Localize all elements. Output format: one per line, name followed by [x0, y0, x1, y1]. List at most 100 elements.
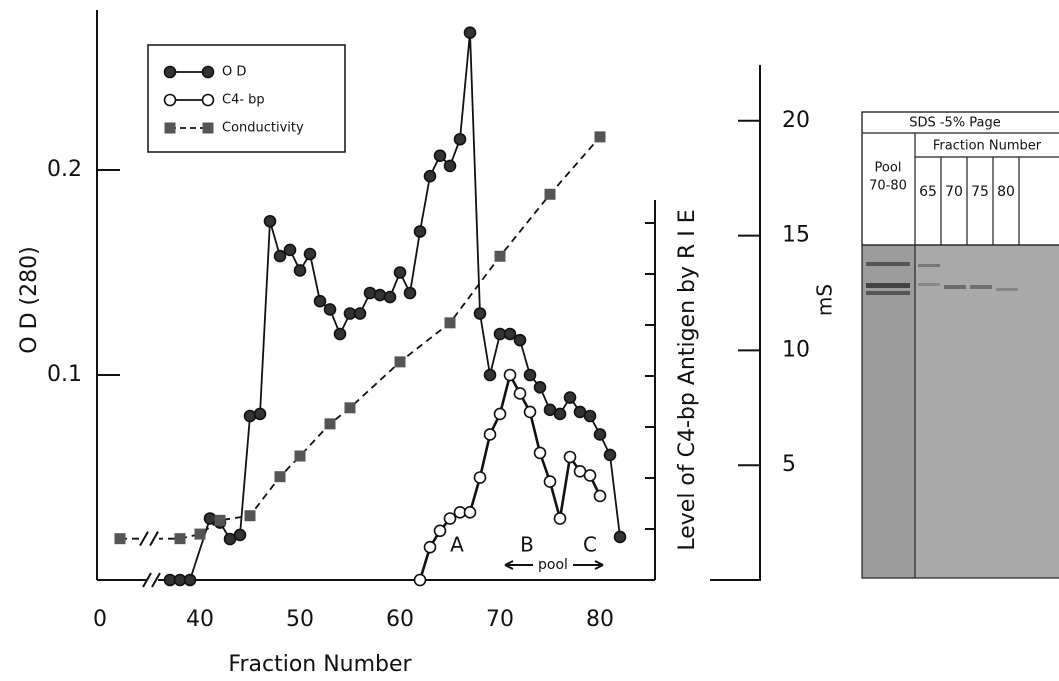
data-point: [273, 249, 287, 263]
data-point: [513, 333, 527, 347]
y2-axis-label: mS: [813, 284, 837, 316]
series-line: [120, 136, 601, 540]
y2-tick-label: 20: [782, 108, 810, 133]
data-point: [563, 391, 577, 404]
data-point: [394, 356, 406, 368]
x-tick-label: 80: [586, 607, 614, 632]
legend-label: C4- bp: [222, 93, 265, 108]
gel-frame: [861, 111, 1059, 579]
data-point: [433, 524, 447, 538]
c4-axis-label: Level of C4-bp Antigen by R I E: [675, 209, 700, 550]
data-point: [593, 428, 607, 441]
y2-tick-label: 5: [782, 452, 796, 477]
x-tick-label: 60: [386, 607, 414, 632]
series-line: [170, 32, 621, 581]
data-point: [443, 512, 457, 525]
gel-band: [866, 262, 910, 266]
data-point: [543, 475, 557, 488]
x-tick-label: 40: [186, 607, 214, 632]
x-axis-label: Fraction Number: [228, 652, 412, 677]
legend-marker: [163, 93, 177, 107]
data-point: [423, 169, 437, 183]
gel-band: [866, 283, 910, 288]
data-point: [413, 225, 427, 238]
lane-label: 80: [997, 184, 1015, 200]
gel-band: [970, 285, 992, 289]
data-point: [423, 540, 437, 554]
data-point: [443, 159, 457, 173]
data-point: [174, 533, 186, 545]
data-point: [263, 214, 277, 228]
data-point: [324, 418, 336, 430]
legend-marker: [202, 122, 214, 134]
lane-label: 75: [971, 184, 989, 200]
data-point: [363, 286, 377, 300]
gel-title: SDS -5% Page: [909, 116, 1001, 131]
data-point: [583, 409, 597, 423]
data-point: [473, 307, 487, 320]
line-break: [139, 531, 159, 547]
data-point: [513, 387, 527, 400]
legend-marker: [164, 122, 176, 134]
data-point: [473, 471, 487, 484]
data-point: [523, 368, 537, 382]
x-tick-label: 0: [93, 607, 107, 632]
y-tick-label: 0.1: [47, 362, 82, 387]
series-line: [418, 371, 602, 581]
gel-band: [866, 291, 910, 295]
data-point: [303, 247, 317, 261]
data-point: [483, 368, 497, 382]
data-point: [493, 407, 507, 421]
pool-arrow: [504, 560, 604, 570]
data-point: [283, 243, 297, 257]
data-point: [533, 380, 547, 394]
legend-marker: [201, 93, 215, 107]
data-point: [583, 469, 597, 482]
data-point: [274, 471, 286, 483]
gel-header: [861, 111, 1059, 246]
x-tick-label: 50: [286, 607, 314, 632]
data-point: [594, 131, 606, 143]
data-point: [403, 286, 417, 300]
data-point: [603, 448, 617, 462]
y-tick-label: 0.2: [47, 157, 82, 182]
y2-axis: [710, 65, 761, 581]
data-point: [323, 303, 337, 316]
data-point: [353, 307, 367, 320]
pool-label: 70-80: [869, 179, 907, 194]
legend-marker: [201, 65, 215, 79]
legend-box: [147, 44, 346, 153]
data-point: [214, 514, 226, 526]
legend-label: O D: [222, 65, 246, 80]
data-point: [494, 250, 506, 262]
lane-label: 70: [945, 184, 963, 200]
pool-label: Pool: [875, 161, 902, 176]
data-point: [444, 317, 456, 329]
data-point: [233, 528, 247, 542]
data-point: [373, 288, 387, 302]
y-axis-label: O D (280): [17, 246, 42, 353]
gel-lane: [862, 245, 915, 578]
data-point: [413, 573, 427, 587]
data-point: [393, 266, 407, 279]
data-point: [333, 327, 347, 341]
data-point: [563, 450, 577, 464]
gel-band: [918, 264, 940, 267]
y2-tick-label: 15: [782, 223, 810, 248]
data-point: [463, 506, 477, 519]
annotation: pool: [538, 557, 568, 573]
data-point: [453, 132, 467, 146]
data-point: [253, 407, 267, 421]
data-point: [523, 405, 537, 419]
data-point: [183, 573, 197, 587]
data-point: [503, 327, 517, 341]
data-point: [294, 450, 306, 462]
data-point: [553, 407, 567, 421]
data-point: [383, 290, 397, 304]
annotation: B: [520, 533, 534, 557]
data-point: [483, 428, 497, 441]
column-header: Fraction Number: [933, 139, 1042, 154]
gel-band: [996, 288, 1018, 291]
data-point: [243, 409, 257, 423]
